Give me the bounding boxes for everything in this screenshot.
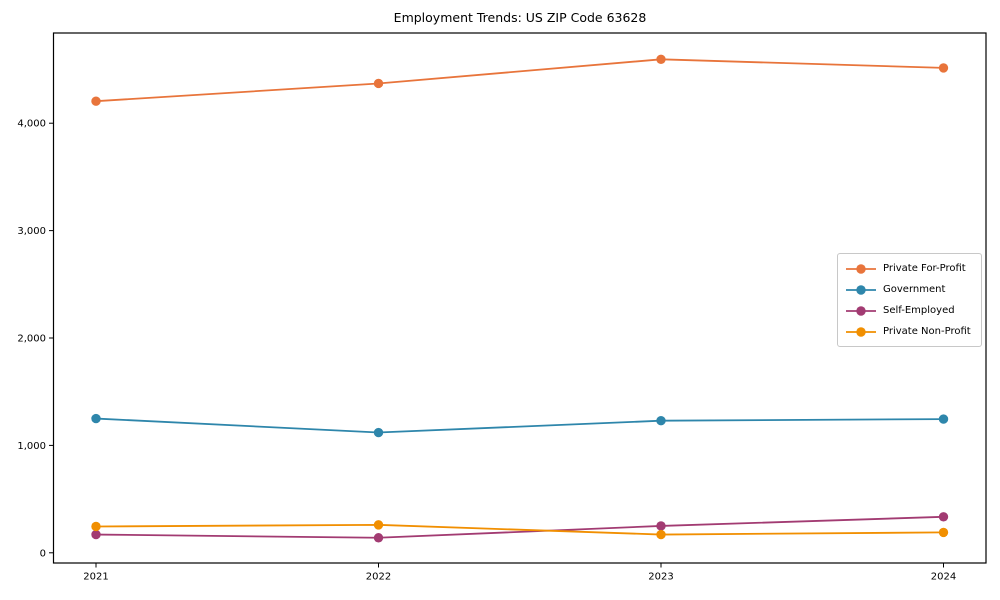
y-tick-label: 3,000	[17, 226, 46, 237]
legend-item: Government	[846, 279, 975, 300]
data-point-marker	[656, 416, 666, 426]
series-line	[95, 523, 944, 536]
series-line	[95, 417, 944, 434]
data-point-marker	[373, 78, 384, 89]
data-point-marker	[938, 527, 949, 538]
legend-item: Self-Employed	[846, 300, 975, 321]
x-tick-label: 2021	[83, 572, 108, 583]
legend-label: Government	[883, 284, 946, 295]
chart-title: Employment Trends: US ZIP Code 63628	[393, 10, 647, 25]
x-tick-label: 2024	[931, 572, 956, 583]
y-tick-label: 1,000	[17, 441, 46, 452]
data-point-marker	[91, 413, 101, 424]
legend-label: Private For-Profit	[883, 263, 966, 274]
data-point-marker	[656, 54, 666, 65]
data-point-marker	[938, 63, 949, 73]
legend-label: Private Non-Profit	[883, 326, 971, 337]
series-line	[95, 515, 944, 539]
plot-border	[52, 32, 987, 564]
data-point-marker	[91, 529, 101, 540]
legend-marker-icon	[846, 284, 876, 295]
y-tick-label: 0	[40, 548, 46, 559]
data-point-marker	[656, 529, 666, 540]
data-point-marker	[938, 414, 949, 424]
data-point-marker	[91, 521, 101, 532]
x-tick-label: 2022	[366, 572, 391, 583]
legend-marker-icon	[846, 326, 876, 337]
data-point-marker	[91, 96, 101, 106]
x-tick-label: 2023	[648, 572, 673, 583]
data-point-marker	[938, 512, 949, 522]
legend-item: Private Non-Profit	[846, 321, 975, 342]
y-tick-label: 2,000	[17, 334, 46, 345]
legend: Private For-Profit Government Self-Employe…	[837, 253, 982, 347]
legend-marker-icon	[846, 305, 876, 316]
y-tick-label: 4,000	[17, 119, 46, 130]
legend-marker-icon	[846, 263, 876, 274]
series-line	[95, 58, 944, 103]
legend-item: Private For-Profit	[846, 258, 975, 279]
legend-label: Self-Employed	[883, 305, 955, 316]
data-point-marker	[373, 533, 384, 543]
data-point-marker	[656, 521, 666, 531]
data-point-marker	[373, 520, 384, 530]
data-point-marker	[373, 427, 384, 438]
